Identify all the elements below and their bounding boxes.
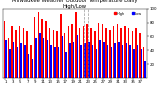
Bar <box>19 26 20 78</box>
Bar <box>90 28 92 78</box>
Bar <box>34 17 36 78</box>
Bar <box>113 26 114 78</box>
Bar <box>114 43 116 78</box>
Bar <box>39 33 41 78</box>
Bar <box>32 59 33 78</box>
Bar <box>53 30 54 78</box>
Bar <box>116 24 118 78</box>
Bar <box>13 42 14 78</box>
Bar <box>92 45 93 78</box>
Bar <box>94 31 96 78</box>
Bar <box>28 54 29 78</box>
Bar <box>56 31 58 78</box>
Bar <box>105 28 107 78</box>
Bar <box>23 28 24 78</box>
Bar <box>41 19 43 78</box>
Bar <box>45 21 47 78</box>
Bar <box>124 26 126 78</box>
Bar <box>8 38 9 78</box>
Title: Milwaukee Weather Outdoor Temperature Daily High/Low: Milwaukee Weather Outdoor Temperature Da… <box>12 0 138 9</box>
Bar <box>139 33 141 78</box>
Bar <box>49 28 50 78</box>
Bar <box>26 31 28 78</box>
Bar <box>64 33 65 78</box>
Bar <box>99 40 101 78</box>
Bar <box>4 21 5 78</box>
Bar <box>88 42 89 78</box>
Bar <box>24 45 26 78</box>
Bar <box>107 45 108 78</box>
Bar <box>111 47 112 78</box>
Bar <box>118 42 120 78</box>
Bar <box>73 42 75 78</box>
Bar <box>38 12 39 78</box>
Bar <box>109 30 111 78</box>
Bar <box>103 42 104 78</box>
Bar <box>143 47 144 78</box>
Bar <box>87 24 88 78</box>
Bar <box>36 38 37 78</box>
Bar <box>75 12 77 78</box>
Bar <box>133 49 135 78</box>
Bar <box>50 45 52 78</box>
Bar <box>9 49 11 78</box>
Bar <box>129 45 131 78</box>
Bar <box>17 47 18 78</box>
Bar <box>30 45 32 78</box>
Bar <box>137 45 138 78</box>
Bar <box>68 26 69 78</box>
Bar <box>15 30 17 78</box>
Bar <box>98 23 99 78</box>
Bar <box>132 31 133 78</box>
Bar <box>20 43 22 78</box>
Bar <box>43 38 44 78</box>
Bar <box>69 43 71 78</box>
Bar <box>96 49 97 78</box>
Bar <box>128 28 129 78</box>
Bar <box>144 61 146 78</box>
Bar <box>122 45 123 78</box>
Bar <box>65 52 67 78</box>
Bar <box>84 43 86 78</box>
Bar <box>77 35 78 78</box>
Bar <box>79 28 80 78</box>
Legend: High, Low: High, Low <box>114 11 142 16</box>
Bar <box>120 28 122 78</box>
Bar <box>101 24 103 78</box>
Bar <box>54 47 56 78</box>
Bar <box>135 28 137 78</box>
Bar <box>58 47 60 78</box>
Bar <box>60 14 62 78</box>
Bar <box>126 43 127 78</box>
Bar <box>62 36 63 78</box>
Bar <box>83 26 84 78</box>
Bar <box>80 45 82 78</box>
Bar <box>11 26 13 78</box>
Bar <box>47 40 48 78</box>
Bar <box>141 49 142 78</box>
Bar <box>72 24 73 78</box>
Bar <box>5 40 7 78</box>
